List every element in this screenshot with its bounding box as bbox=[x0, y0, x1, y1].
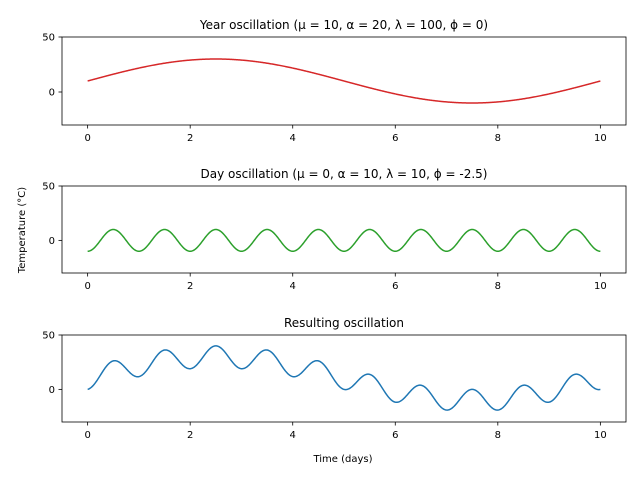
resulting-oscillation-title: Resulting oscillation bbox=[284, 316, 404, 330]
day-oscillation-panel: 0 2 4 6 8 10 0 50 Day oscillation (μ = 0, α = 10… bbox=[42, 167, 627, 292]
day-oscillation-series-line bbox=[87, 228, 601, 253]
resulting-oscillation-x-tick-label: 2 bbox=[187, 430, 193, 441]
resulting-oscillation-x-tick-label: 6 bbox=[392, 430, 398, 441]
year-oscillation-x-tick-label: 6 bbox=[392, 133, 398, 144]
year-oscillation-title: Year oscillation (μ = 10, α = 20, λ = 10… bbox=[199, 18, 488, 32]
year-oscillation-y-tick-label: 0 bbox=[49, 88, 55, 99]
resulting-oscillation-x-tick-label: 4 bbox=[290, 430, 296, 441]
resulting-oscillation-series-line bbox=[87, 345, 601, 411]
day-oscillation-x-tick-label: 6 bbox=[392, 281, 398, 292]
year-oscillation-y-tick-label: 50 bbox=[42, 33, 55, 44]
resulting-oscillation-x-tick-label: 10 bbox=[594, 430, 607, 441]
day-oscillation-x-tick-label: 0 bbox=[84, 281, 90, 292]
resulting-oscillation-x-tick-label: 0 bbox=[84, 430, 90, 441]
year-oscillation-x-tick-label: 2 bbox=[187, 133, 193, 144]
day-oscillation-x-tick-label: 4 bbox=[290, 281, 296, 292]
panels: 0 2 4 6 8 10 0 50 Year oscillation (μ = 10, α = … bbox=[42, 18, 627, 441]
day-oscillation-x-tick-label: 8 bbox=[495, 281, 501, 292]
day-oscillation-axes-frame bbox=[61, 185, 627, 274]
day-oscillation-y-tick-label: 50 bbox=[42, 182, 55, 193]
resulting-oscillation-y-tick-label: 0 bbox=[49, 385, 55, 396]
x-axis-label: Time (days) bbox=[312, 454, 372, 465]
day-oscillation-y-tick-label: 0 bbox=[49, 236, 55, 247]
year-oscillation-axes-frame bbox=[61, 36, 627, 126]
resulting-oscillation-y-tick-label: 50 bbox=[42, 331, 55, 342]
day-oscillation-x-tick-label: 2 bbox=[187, 281, 193, 292]
resulting-oscillation-panel: 0 2 4 6 8 10 0 50 Resulting oscillation bbox=[42, 316, 627, 441]
year-oscillation-series-line bbox=[87, 58, 601, 104]
year-oscillation-x-tick-label: 0 bbox=[84, 133, 90, 144]
day-oscillation-title: Day oscillation (μ = 0, α = 10, λ = 10, … bbox=[201, 167, 488, 181]
day-oscillation-x-tick-label: 10 bbox=[594, 281, 607, 292]
y-axis-label: Temperature (°C) bbox=[17, 187, 28, 274]
year-oscillation-x-tick-label: 10 bbox=[594, 133, 607, 144]
resulting-oscillation-x-tick-label: 8 bbox=[495, 430, 501, 441]
year-oscillation-x-tick-label: 8 bbox=[495, 133, 501, 144]
year-oscillation-panel: 0 2 4 6 8 10 0 50 Year oscillation (μ = 10, α = … bbox=[42, 18, 627, 144]
resulting-oscillation-axes-frame bbox=[61, 334, 627, 423]
year-oscillation-x-tick-label: 4 bbox=[290, 133, 296, 144]
